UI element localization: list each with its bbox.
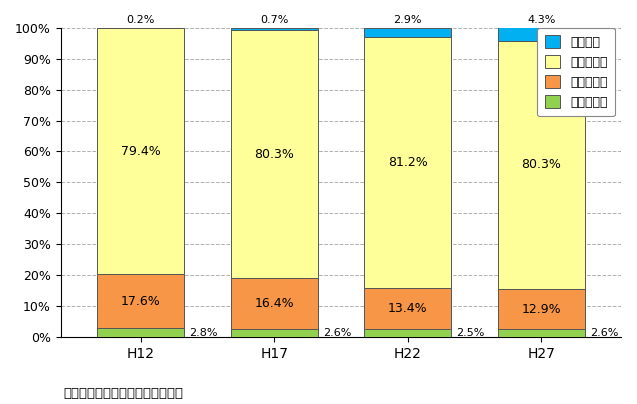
Text: 81.2%: 81.2% [388, 156, 427, 169]
Text: 12.9%: 12.9% [521, 303, 561, 316]
Bar [231, 329, 318, 337]
Text: 80.3%: 80.3% [254, 147, 294, 161]
Bar [497, 41, 585, 289]
Text: 0.2%: 0.2% [127, 15, 155, 25]
Bar [364, 28, 451, 37]
Text: 79.4%: 79.4% [121, 145, 161, 158]
Legend: 分類不能, 第三次産業, 第二次産業, 第一次産業: 分類不能, 第三次産業, 第二次産業, 第一次産業 [538, 28, 615, 116]
Text: 17.6%: 17.6% [121, 295, 161, 307]
Bar [231, 278, 318, 329]
Bar [231, 30, 318, 278]
Text: 0.7%: 0.7% [260, 15, 289, 25]
Bar [497, 289, 585, 329]
Bar [497, 329, 585, 337]
Bar [497, 27, 585, 41]
Bar [97, 328, 184, 337]
Text: 2.6%: 2.6% [323, 328, 351, 338]
Text: 80.3%: 80.3% [521, 158, 561, 171]
Text: 4.3%: 4.3% [527, 15, 555, 25]
Text: 2.6%: 2.6% [590, 328, 619, 338]
Text: 2.5%: 2.5% [456, 328, 485, 338]
Text: 出典：伊東市統計書　（伊東市）: 出典：伊東市統計書 （伊東市） [64, 387, 183, 400]
Text: 13.4%: 13.4% [388, 302, 427, 315]
Bar [231, 28, 318, 30]
Text: 16.4%: 16.4% [254, 297, 294, 310]
Text: 2.8%: 2.8% [189, 328, 218, 338]
Bar [364, 288, 451, 329]
Bar [364, 37, 451, 288]
Bar [364, 329, 451, 337]
Text: 2.9%: 2.9% [394, 15, 422, 25]
Bar [97, 274, 184, 328]
Bar [97, 28, 184, 274]
